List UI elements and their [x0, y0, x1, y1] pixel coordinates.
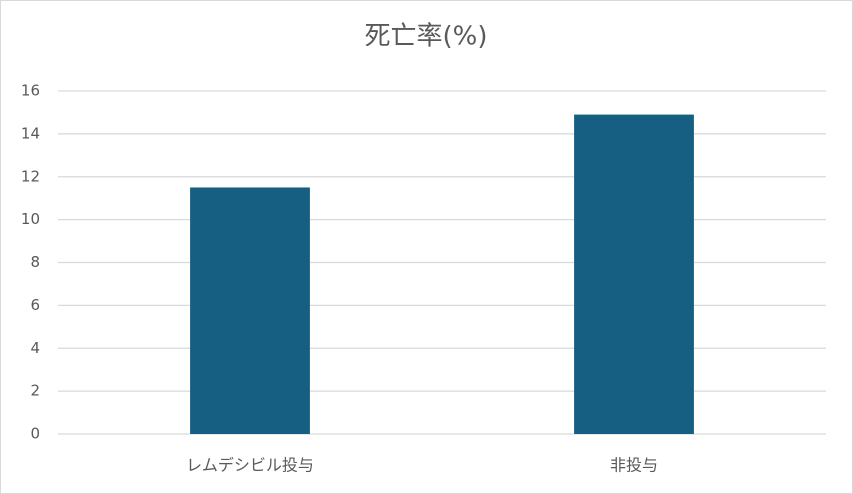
y-tick-label: 4 [30, 339, 40, 357]
y-tick-label: 14 [21, 124, 40, 142]
y-tick-label: 6 [30, 296, 40, 314]
y-tick-label: 12 [21, 167, 40, 185]
bar [190, 187, 310, 434]
chart-title: 死亡率(%) [365, 22, 488, 52]
y-tick-label: 0 [30, 425, 40, 443]
y-tick-label: 8 [30, 253, 40, 271]
y-tick-label: 16 [21, 82, 40, 100]
x-tick-label: レムデシビル投与 [186, 456, 314, 475]
y-tick-label: 2 [30, 382, 40, 400]
x-tick-label: 非投与 [610, 456, 658, 475]
bar [574, 114, 694, 435]
y-tick-label: 10 [21, 210, 40, 228]
